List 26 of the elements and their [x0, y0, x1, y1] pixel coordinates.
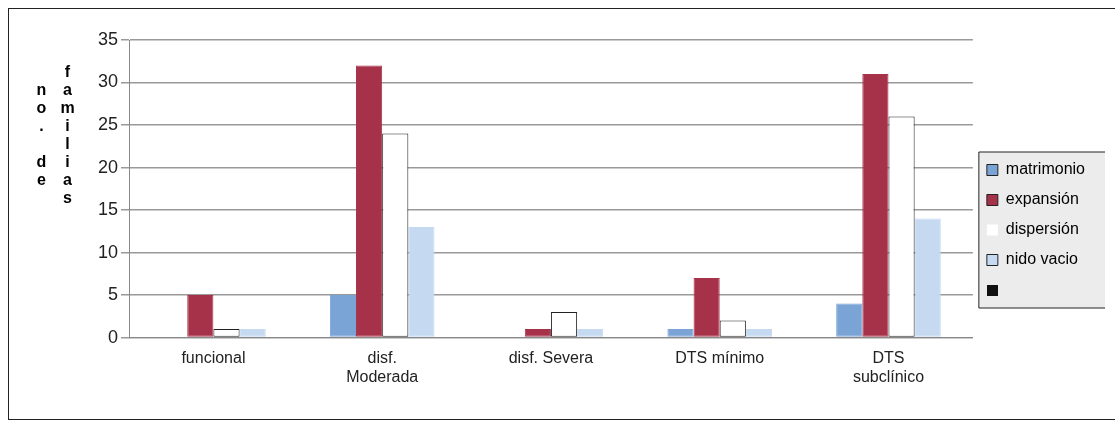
x-tick-label: disf. Severa: [508, 348, 594, 366]
bar: [239, 329, 266, 337]
y-tick-label: 20: [97, 156, 119, 177]
y-tick-label: 35: [97, 28, 119, 49]
bar: [187, 295, 214, 337]
bar: [836, 303, 863, 337]
legend-label: matrimonio: [1005, 160, 1086, 178]
x-tick-label: funcional: [181, 348, 246, 366]
y-axis-title: no. de familias: [32, 62, 77, 209]
x-tick-label: DTS mínimo: [675, 348, 765, 366]
y-tick-label: 15: [97, 199, 119, 220]
bar: [667, 329, 694, 337]
x-tick-label: disf. Moderada: [346, 348, 419, 385]
y-tick-label: 0: [108, 326, 119, 347]
bar: [329, 295, 357, 337]
legend-label: expansión: [1005, 190, 1079, 208]
bar: [524, 329, 551, 337]
bar: [693, 278, 720, 337]
y-tick-label: 30: [97, 71, 119, 92]
y-tick-label: 10: [97, 241, 119, 262]
x-tick-label: DTS subclínico: [852, 348, 925, 385]
y-tick-label: 5: [108, 284, 119, 305]
legend-label: nido vacio: [1005, 250, 1079, 268]
bar: [577, 329, 604, 337]
y-tick-label: 25: [97, 114, 119, 134]
legend-label: dispersión: [1005, 220, 1079, 238]
